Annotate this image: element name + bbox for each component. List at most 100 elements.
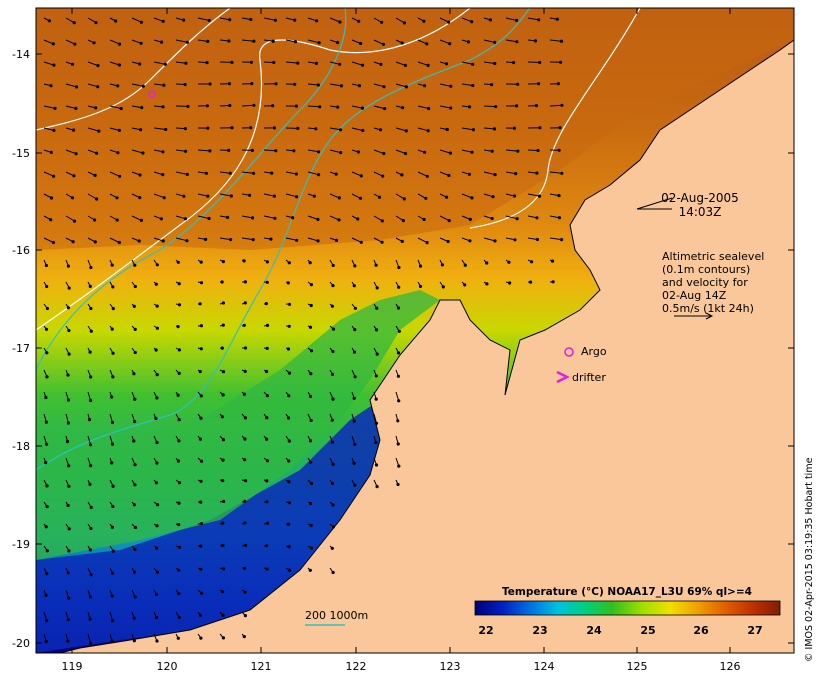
velocity-arrow-head <box>88 595 92 599</box>
velocity-arrow-head <box>72 174 76 178</box>
velocity-arrow-head <box>200 522 204 526</box>
velocity-arrow-head <box>154 348 158 352</box>
velocity-arrow-head <box>471 128 475 132</box>
velocity-arrow <box>43 237 54 243</box>
velocity-arrow-head <box>199 347 203 351</box>
velocity-arrow-head <box>331 525 335 529</box>
velocity-arrow-head <box>537 18 541 22</box>
velocity-arrow-head <box>221 458 225 462</box>
velocity-arrow <box>285 237 297 241</box>
velocity-arrow-head <box>396 306 401 310</box>
velocity-arrow-head <box>92 41 96 45</box>
velocity-arrow-head <box>67 484 71 488</box>
colorbar-label: 23 <box>532 624 547 637</box>
velocity-arrow-head <box>249 60 253 64</box>
velocity-arrow-head <box>66 398 70 402</box>
velocity-arrow <box>483 105 496 108</box>
velocity-arrow-head <box>160 40 164 44</box>
velocity-arrow <box>109 237 120 243</box>
velocity-arrow-head <box>177 418 181 422</box>
velocity-arrow-head <box>374 374 378 378</box>
velocity-arrow-head <box>44 461 48 465</box>
velocity-arrow-head <box>71 240 75 244</box>
velocity-arrow-head <box>272 126 276 130</box>
velocity-arrow-head <box>337 196 341 200</box>
velocity-arrow-head <box>266 521 270 525</box>
velocity-arrow-head <box>199 394 203 398</box>
sealevel-note-line: Altimetric sealevel <box>662 250 764 263</box>
velocity-arrow-head <box>155 326 159 330</box>
velocity-arrow-head <box>177 501 181 505</box>
velocity-arrow-head <box>493 239 497 243</box>
velocity-arrow <box>131 105 142 109</box>
velocity-arrow-head <box>155 461 159 465</box>
velocity-arrow <box>197 193 208 197</box>
velocity-arrow-head <box>316 83 320 87</box>
velocity-arrow-head <box>537 194 542 198</box>
velocity-arrow-head <box>286 416 291 420</box>
velocity-arrow <box>43 39 54 45</box>
velocity-arrow-head <box>468 217 472 221</box>
velocity-arrow-head <box>111 504 115 509</box>
velocity-arrow-head <box>337 218 341 222</box>
velocity-arrow <box>527 193 540 197</box>
velocity-arrow <box>87 193 97 200</box>
velocity-arrow <box>241 39 254 42</box>
velocity-arrow-head <box>445 127 449 132</box>
velocity-arrow-head <box>206 194 210 198</box>
velocity-arrow-head <box>110 525 114 529</box>
velocity-arrow-head <box>352 350 357 354</box>
velocity-arrow-head <box>308 568 312 572</box>
velocity-arrow-head <box>178 545 182 549</box>
velocity-arrow <box>461 83 473 86</box>
velocity-arrow-head <box>288 501 292 505</box>
velocity-arrow-head <box>133 547 137 552</box>
velocity-arrow-head <box>418 284 423 288</box>
velocity-arrow-head <box>248 193 252 197</box>
velocity-arrow-head <box>296 61 300 65</box>
velocity-arrow-head <box>471 62 475 66</box>
velocity-arrow-head <box>535 216 539 220</box>
velocity-arrow-head <box>287 394 291 398</box>
velocity-arrow-head <box>199 636 203 640</box>
velocity-arrow-head <box>463 283 467 287</box>
velocity-arrow-head <box>244 543 248 547</box>
velocity-arrow-head <box>470 20 474 24</box>
sealevel-contour <box>36 8 471 331</box>
velocity-arrow-head <box>427 106 431 111</box>
velocity-arrow-head <box>250 216 255 220</box>
velocity-arrow <box>373 39 384 45</box>
velocity-arrow-head <box>243 346 248 350</box>
y-tick-label: -17 <box>12 342 30 355</box>
velocity-arrow-head <box>229 238 233 242</box>
velocity-arrow <box>43 127 55 131</box>
velocity-arrow-head <box>226 215 230 219</box>
velocity-arrow <box>307 83 319 86</box>
velocity-arrow-head <box>44 263 49 268</box>
velocity-arrow <box>395 149 406 154</box>
velocity-arrow-head <box>309 481 314 486</box>
velocity-arrow-head <box>265 323 270 327</box>
velocity-arrow-head <box>515 104 519 108</box>
velocity-arrow-head <box>198 302 202 306</box>
velocity-arrow-head <box>470 150 474 154</box>
y-tick-label: -20 <box>12 637 30 650</box>
velocity-arrow-head <box>511 61 516 65</box>
velocity-arrow <box>219 193 232 197</box>
velocity-arrow-head <box>381 42 385 46</box>
velocity-arrow-head <box>249 17 253 22</box>
velocity-arrow-head <box>356 217 360 221</box>
velocity-arrow-head <box>243 614 247 618</box>
velocity-arrow <box>461 61 473 65</box>
velocity-arrow-head <box>66 571 70 575</box>
velocity-arrow-head <box>161 19 165 23</box>
velocity-arrow <box>263 193 275 197</box>
velocity-arrow-head <box>88 443 93 447</box>
velocity-arrow-head <box>89 526 93 531</box>
velocity-arrow <box>505 17 517 21</box>
velocity-arrow-head <box>45 306 50 311</box>
velocity-arrow-head <box>400 239 404 243</box>
velocity-arrow-head <box>353 442 357 446</box>
velocity-arrow-head <box>89 375 93 379</box>
velocity-arrow-head <box>72 128 76 132</box>
